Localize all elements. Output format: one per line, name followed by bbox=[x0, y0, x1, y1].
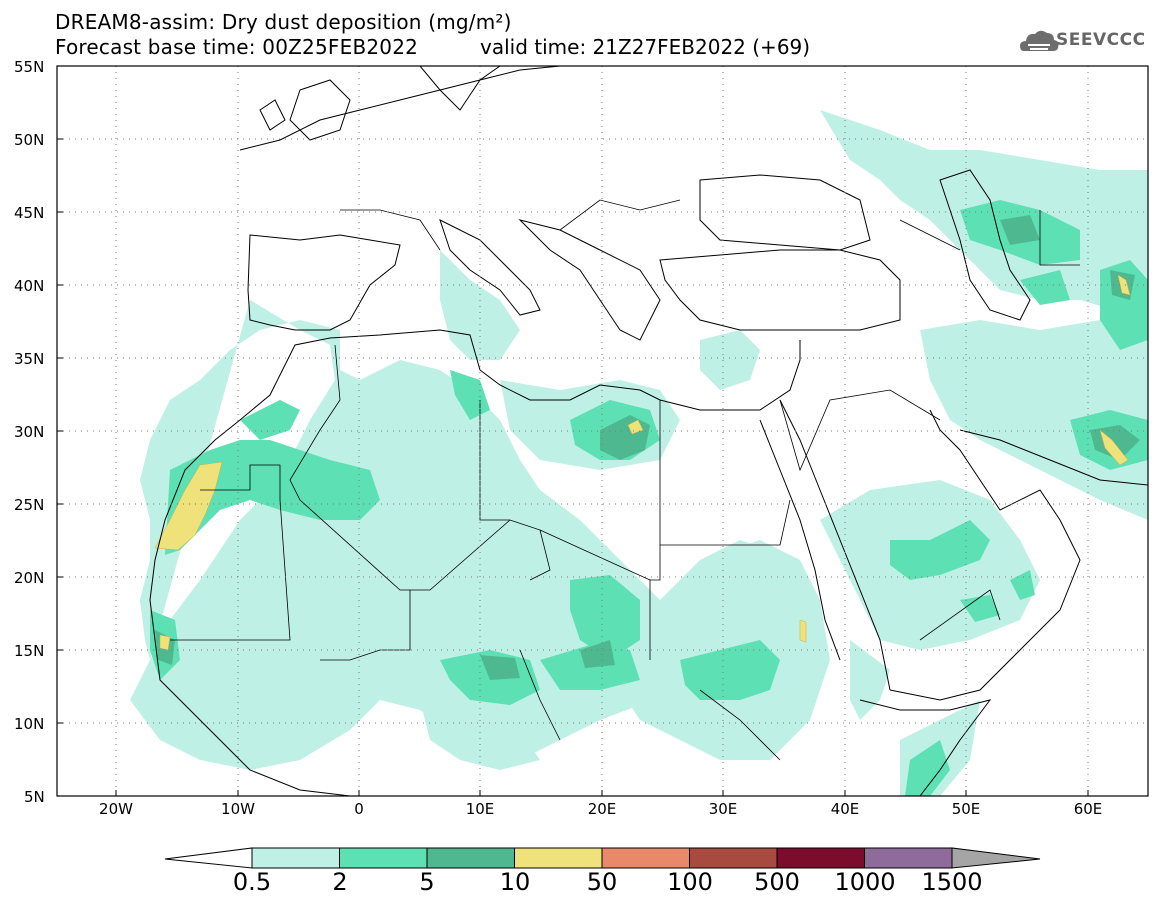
colorbar-label: 1000 bbox=[834, 868, 896, 896]
lon-label: 0 bbox=[354, 800, 364, 818]
colorbar-label: 5 bbox=[419, 868, 435, 896]
lat-label: 25N bbox=[14, 496, 45, 514]
lat-label: 45N bbox=[14, 204, 45, 222]
colorbar-segment bbox=[426, 847, 515, 869]
colorbar-label: 1500 bbox=[921, 868, 983, 896]
lat-label: 20N bbox=[14, 569, 45, 587]
lat-label: 10N bbox=[14, 715, 45, 733]
colorbar-segment bbox=[689, 847, 778, 869]
colorbar-segment bbox=[864, 847, 953, 869]
logo-text: SEEVCCC bbox=[1056, 30, 1146, 50]
valid-time: valid time: 21Z27FEB2022 (+69) bbox=[480, 35, 811, 59]
forecast-base-time: Forecast base time: 00Z25FEB2022 bbox=[55, 35, 419, 59]
lat-label: 30N bbox=[14, 423, 45, 441]
colorbar-segment bbox=[776, 847, 865, 869]
colorbar-left-arrow bbox=[164, 847, 253, 869]
lat-label: 5N bbox=[24, 788, 45, 806]
colorbar-label: 2 bbox=[332, 868, 348, 896]
lon-label: 10E bbox=[465, 800, 495, 818]
colorbar-label: 500 bbox=[754, 868, 800, 896]
lon-label: 10W bbox=[221, 800, 255, 818]
lat-label: 35N bbox=[14, 350, 45, 368]
lon-label: 40E bbox=[830, 800, 860, 818]
lat-label: 40N bbox=[14, 277, 45, 295]
coastlines bbox=[149, 66, 1148, 796]
colorbar-segment bbox=[251, 847, 340, 869]
borders bbox=[170, 199, 1080, 761]
colorbar-label: 50 bbox=[586, 868, 618, 896]
axis-ticks bbox=[57, 65, 1089, 796]
colorbar bbox=[164, 847, 1041, 869]
map-title: DREAM8-assim: Dry dust deposition (mg/m²… bbox=[55, 10, 512, 34]
colorbar-label: 0.5 bbox=[232, 868, 272, 896]
lat-label: 55N bbox=[14, 58, 45, 76]
dust-level-4 bbox=[154, 274, 1131, 651]
lon-label: 20W bbox=[99, 800, 133, 818]
lat-label: 15N bbox=[14, 642, 45, 660]
lon-label: 20E bbox=[587, 800, 617, 818]
colorbar-segment bbox=[514, 847, 603, 869]
colorbar-segment bbox=[601, 847, 690, 869]
colorbar-label: 100 bbox=[667, 868, 713, 896]
dust-fields bbox=[57, 66, 1148, 796]
lon-label: 30E bbox=[708, 800, 738, 818]
colorbar-label: 10 bbox=[499, 868, 531, 896]
colorbar-segment bbox=[339, 847, 428, 869]
cloud-icon bbox=[1020, 30, 1059, 51]
lon-label: 60E bbox=[1073, 800, 1103, 818]
lon-label: 50E bbox=[951, 800, 981, 818]
colorbar-right-arrow bbox=[951, 847, 1041, 869]
lat-label: 50N bbox=[14, 131, 45, 149]
